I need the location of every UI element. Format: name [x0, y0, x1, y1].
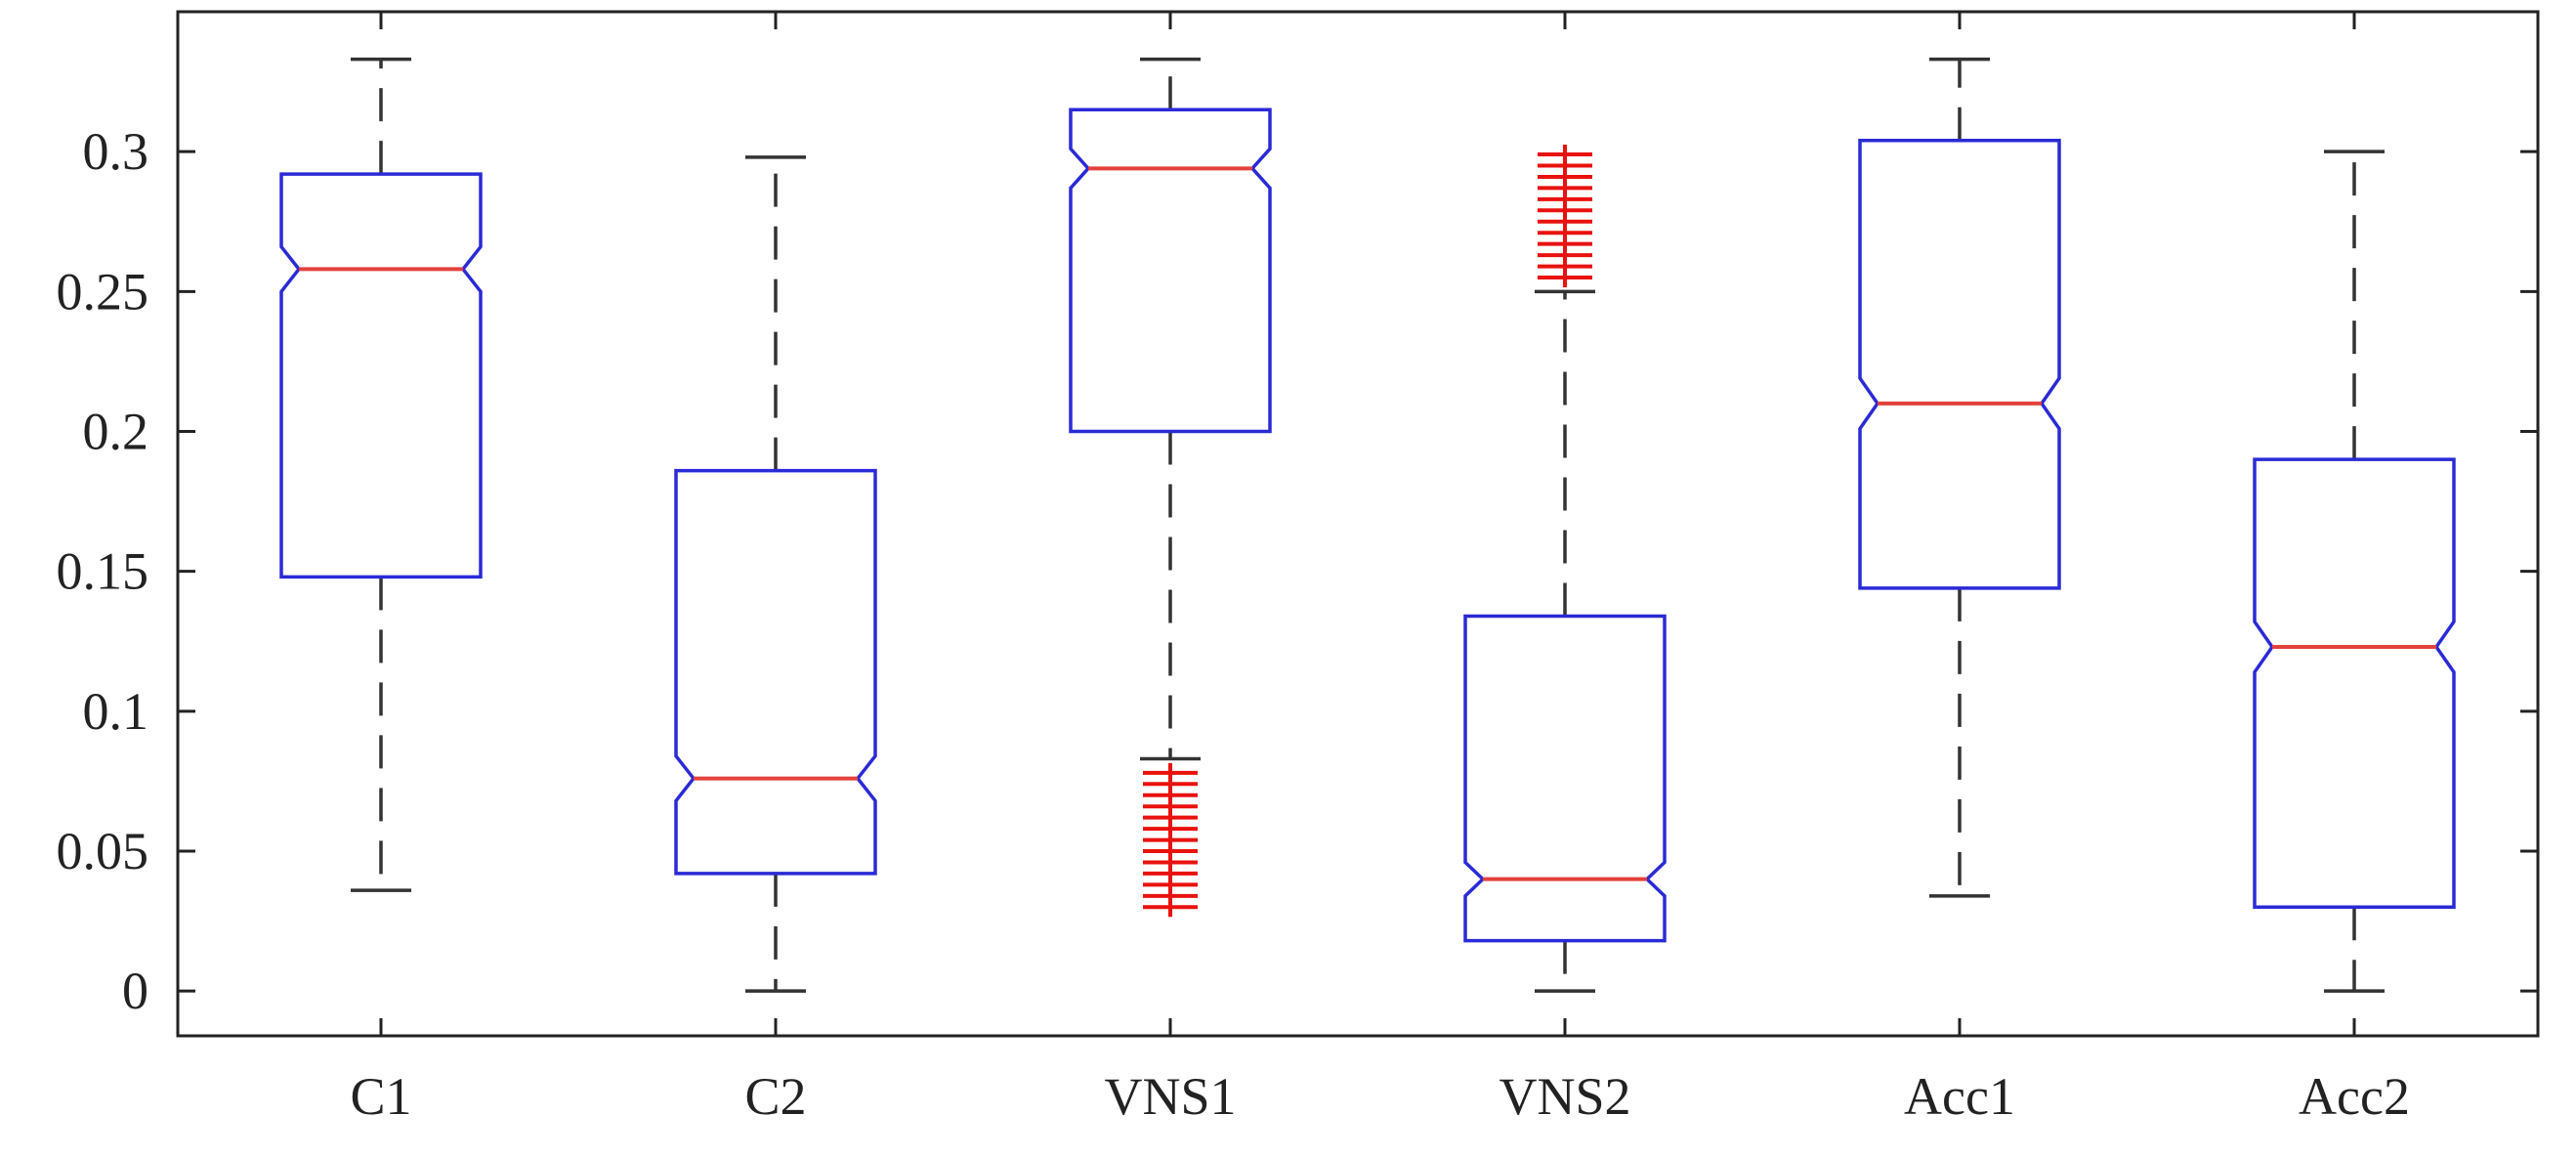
box-vns2 [1463, 145, 1667, 993]
box-c2 [674, 155, 877, 993]
box-series [279, 57, 2456, 993]
notched-box [279, 172, 483, 579]
box-acc2 [2253, 150, 2456, 993]
y-tick-label: 0.25 [57, 262, 149, 321]
notched-box [1069, 107, 1272, 434]
x-tick-label: VNS1 [1104, 1067, 1236, 1126]
x-tick-label: C1 [350, 1067, 411, 1126]
y-tick-label: 0.15 [57, 542, 149, 601]
y-tick-label: 0.3 [83, 122, 149, 181]
notched-box [2253, 457, 2456, 910]
plot-frame [176, 10, 2540, 1038]
x-tick-label: Acc2 [2299, 1067, 2410, 1126]
y-tick-label: 0.2 [83, 403, 149, 461]
axis-ticks [178, 12, 2538, 1036]
notched-box [1858, 138, 2061, 590]
y-tick-label: 0.1 [83, 682, 149, 741]
box-acc1 [1858, 57, 2061, 898]
box-vns1 [1069, 57, 1272, 918]
notched-box [1463, 614, 1667, 943]
notched-box [674, 468, 877, 876]
x-tick-label: Acc1 [1904, 1067, 2015, 1126]
box-c1 [279, 57, 483, 892]
x-tick-label: C2 [744, 1067, 806, 1126]
y-tick-label: 0 [122, 962, 148, 1020]
y-tick-label: 0.05 [57, 822, 149, 880]
x-tick-label: VNS2 [1499, 1067, 1630, 1126]
tick-labels: 0 0.05 0.1 0.15 0.2 0.25 0.3 C1 C2 VNS1 VNS2 Acc1 Ac… [57, 122, 2410, 1126]
